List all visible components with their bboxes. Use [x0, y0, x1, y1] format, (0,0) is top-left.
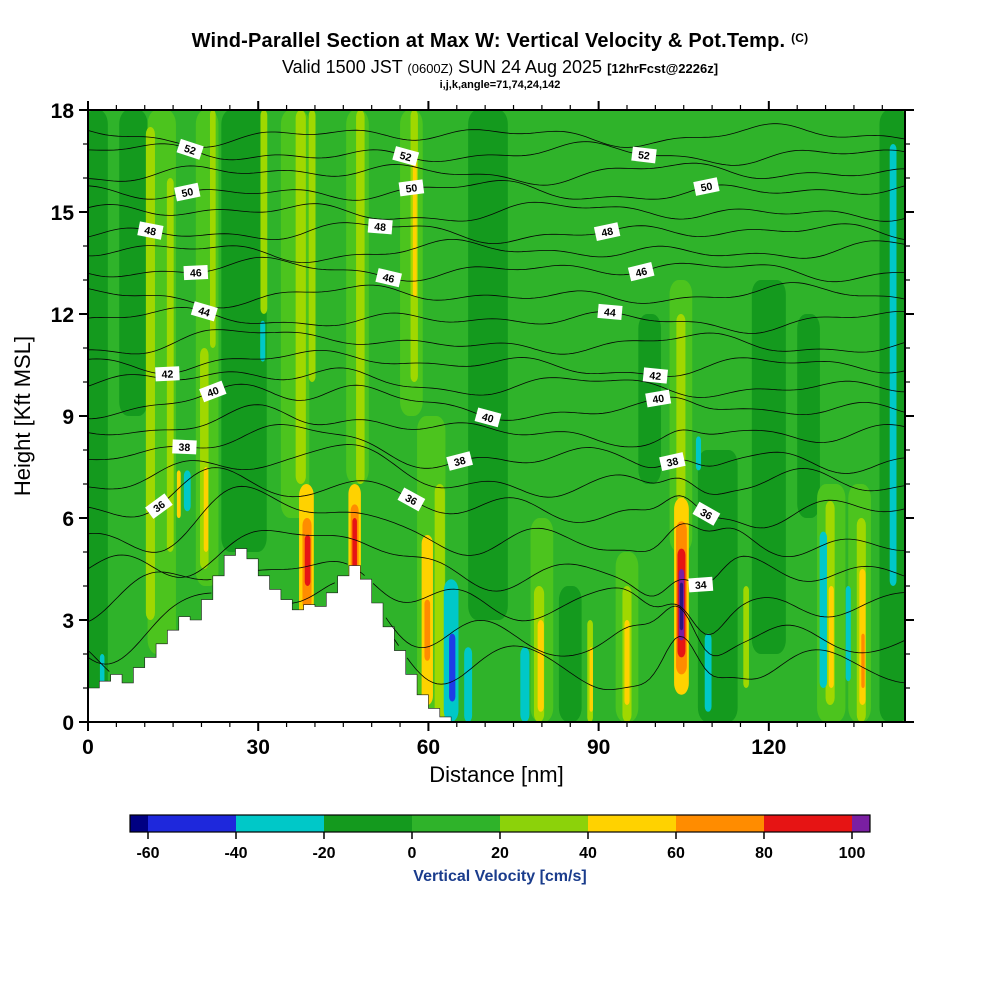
svg-text:15: 15: [51, 202, 75, 225]
svg-text:42: 42: [161, 369, 173, 382]
svg-text:120: 120: [751, 736, 786, 759]
svg-text:60: 60: [417, 736, 440, 759]
chart-title: Wind-Parallel Section at Max W: Vertical…: [0, 30, 1000, 53]
chart-title-unit: (C): [791, 31, 809, 45]
svg-text:50: 50: [700, 180, 714, 194]
svg-text:36: 36: [403, 492, 419, 508]
isentrope-labels: 52 52 52 50 50 50 48 48 48 46 46 46 44 44 42 42 40 40 40 38…: [137, 138, 721, 593]
svg-text:40: 40: [652, 393, 666, 407]
svg-text:3: 3: [62, 610, 74, 633]
svg-text:48: 48: [600, 225, 614, 239]
svg-text:42: 42: [649, 370, 662, 383]
svg-text:34: 34: [695, 579, 708, 592]
svg-text:46: 46: [634, 265, 648, 279]
isentrope-contours: [88, 123, 905, 690]
svg-text:12: 12: [51, 304, 74, 327]
svg-text:20: 20: [491, 845, 509, 862]
colorbar: -60 -40 -20 0 20 40 60 80 100 Vertical Velocity […: [129, 814, 871, 885]
svg-text:-40: -40: [224, 845, 247, 862]
chart-subtitle: Valid 1500 JST (0600Z) SUN 24 Aug 2025 […: [0, 57, 1000, 78]
svg-text:-60: -60: [136, 845, 159, 862]
chart-title-text: Wind-Parallel Section at Max W: Vertical…: [191, 30, 786, 52]
svg-text:-20: -20: [312, 845, 335, 862]
svg-text:60: 60: [667, 845, 685, 862]
svg-text:44: 44: [197, 305, 212, 320]
svg-text:52: 52: [182, 143, 197, 158]
svg-text:9: 9: [62, 406, 74, 429]
terrain: [88, 548, 452, 722]
colorbar-label: Vertical Velocity [cm/s]: [413, 868, 586, 885]
svg-text:52: 52: [637, 149, 650, 162]
valid-date: SUN 24 Aug 2025: [457, 57, 603, 77]
svg-text:40: 40: [206, 385, 221, 400]
svg-text:0: 0: [62, 712, 74, 735]
svg-text:48: 48: [143, 225, 157, 239]
valid-time: Valid 1500 JST: [281, 57, 403, 77]
svg-text:38: 38: [666, 455, 680, 469]
svg-text:18: 18: [51, 100, 75, 123]
y-axis-label: Height [Kft MSL]: [10, 336, 35, 496]
svg-text:100: 100: [839, 845, 866, 862]
svg-text:40: 40: [481, 411, 496, 426]
svg-text:38: 38: [453, 455, 467, 470]
svg-text:48: 48: [374, 221, 387, 234]
svg-text:6: 6: [62, 508, 74, 531]
svg-text:80: 80: [755, 845, 773, 862]
svg-text:52: 52: [398, 150, 413, 165]
x-axis-label: Distance [nm]: [429, 762, 564, 787]
valid-time-utc: (0600Z): [407, 61, 453, 76]
svg-text:50: 50: [181, 186, 195, 200]
model-grid-info: i,j,k,angle=71,74,24,142: [439, 79, 561, 91]
svg-text:46: 46: [190, 267, 202, 280]
forecast-hour-badge: [12hrFcst@2226z]: [607, 61, 719, 76]
svg-text:0: 0: [82, 736, 94, 759]
svg-text:44: 44: [604, 306, 617, 319]
svg-text:38: 38: [178, 442, 190, 455]
svg-text:40: 40: [579, 845, 597, 862]
svg-text:36: 36: [698, 507, 714, 523]
svg-text:50: 50: [405, 182, 418, 195]
svg-text:30: 30: [247, 736, 270, 759]
svg-text:0: 0: [408, 845, 417, 862]
svg-text:46: 46: [381, 271, 395, 285]
svg-text:90: 90: [587, 736, 610, 759]
